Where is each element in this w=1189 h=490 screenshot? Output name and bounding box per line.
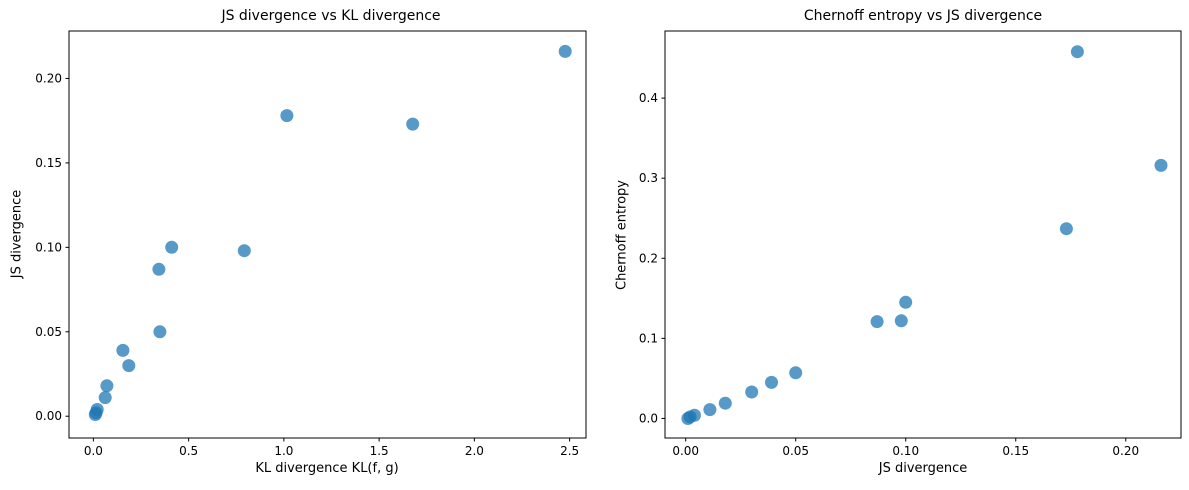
y-tick-label: 0.15 bbox=[35, 156, 62, 170]
data-point bbox=[688, 408, 701, 422]
data-point bbox=[280, 109, 294, 123]
x-tick-label: 0.00 bbox=[672, 444, 699, 458]
plot-area: 0.00 0.05 0.10 0.15 0.20 0.0 0.1 0.2 0.3 0.4 bbox=[639, 30, 1182, 458]
data-point bbox=[558, 44, 572, 58]
data-point bbox=[122, 359, 136, 373]
axes-spines bbox=[68, 30, 587, 439]
data-point bbox=[153, 325, 167, 339]
x-axis-label: JS divergence bbox=[878, 461, 968, 476]
data-point bbox=[98, 391, 112, 405]
data-point bbox=[718, 396, 732, 410]
data-point bbox=[765, 375, 778, 389]
data-point bbox=[789, 366, 803, 380]
data-point bbox=[1154, 158, 1168, 172]
x-tick-label: 1.5 bbox=[370, 444, 389, 458]
data-point bbox=[90, 403, 104, 416]
data-point bbox=[237, 244, 251, 258]
x-tick-label: 0.15 bbox=[1002, 444, 1029, 458]
y-axis-label: JS divergence bbox=[9, 189, 25, 279]
data-point bbox=[745, 385, 759, 399]
data-point bbox=[703, 403, 717, 417]
y-tick-label: 0.20 bbox=[35, 71, 62, 85]
data-point bbox=[899, 295, 913, 309]
y-axis-label: Chernoff entropy bbox=[614, 179, 630, 291]
x-tick-label: 0.20 bbox=[1112, 444, 1139, 458]
y-tick-label: 0.00 bbox=[35, 409, 62, 423]
data-point bbox=[165, 240, 179, 254]
y-tick-label: 0.2 bbox=[639, 251, 658, 265]
x-tick-label: 0.5 bbox=[179, 444, 198, 458]
x-tick-label: 2.0 bbox=[465, 444, 484, 458]
y-tick-label: 0.10 bbox=[35, 240, 62, 254]
axes-spines bbox=[664, 30, 1182, 439]
data-point bbox=[152, 262, 166, 276]
x-tick-label: 2.5 bbox=[560, 444, 579, 458]
data-point bbox=[1059, 222, 1073, 236]
chart-title: JS divergence vs KL divergence bbox=[221, 8, 441, 24]
data-point bbox=[100, 379, 114, 393]
y-tick-label: 0.1 bbox=[639, 331, 658, 345]
y-tick-label: 0.0 bbox=[639, 411, 658, 425]
x-axis-label: KL divergence KL(f, g) bbox=[255, 461, 399, 476]
data-point bbox=[406, 117, 420, 131]
x-tick-label: 0.05 bbox=[782, 444, 809, 458]
data-point bbox=[1070, 45, 1084, 59]
x-tick-label: 1.0 bbox=[274, 444, 293, 458]
y-tick-label: 0.3 bbox=[639, 171, 658, 185]
data-point bbox=[870, 315, 884, 329]
chart-title: Chernoff entropy vs JS divergence bbox=[803, 8, 1043, 24]
x-tick-label: 0.10 bbox=[892, 444, 919, 458]
data-point bbox=[116, 343, 130, 357]
x-tick-label: 0.0 bbox=[84, 444, 103, 458]
data-point bbox=[894, 314, 908, 328]
plot-area: 0.0 0.5 1.0 1.5 2.0 2.5 0.00 0.05 0.10 0.15 0.20 bbox=[35, 30, 587, 458]
y-tick-label: 0.05 bbox=[35, 325, 62, 339]
y-tick-label: 0.4 bbox=[639, 91, 658, 105]
